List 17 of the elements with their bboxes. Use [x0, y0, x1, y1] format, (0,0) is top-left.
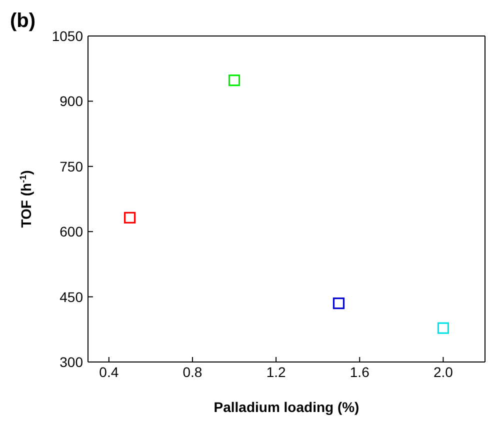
- x-tick-label: 0.8: [182, 364, 202, 380]
- point: [228, 74, 240, 86]
- x-tick-label: 0.4: [99, 364, 119, 380]
- point: [124, 212, 136, 224]
- y-tick-label: 900: [60, 93, 84, 110]
- point: [437, 322, 450, 334]
- y-tick-label: 300: [60, 354, 84, 370]
- y-tick-label: 600: [60, 224, 84, 240]
- y-tick-label: 450: [60, 288, 84, 305]
- x-axis-title: Palladium loading (%): [214, 399, 360, 415]
- x-tick-label: 2.0: [433, 364, 454, 380]
- chart-title: (b): [10, 10, 36, 33]
- point: [332, 298, 345, 310]
- x-tick-label: 1.2: [266, 364, 286, 380]
- x-tick-label: 1.6: [350, 364, 370, 380]
- y-tick-label: 750: [60, 158, 84, 174]
- y-tick-label: 1050: [52, 28, 84, 44]
